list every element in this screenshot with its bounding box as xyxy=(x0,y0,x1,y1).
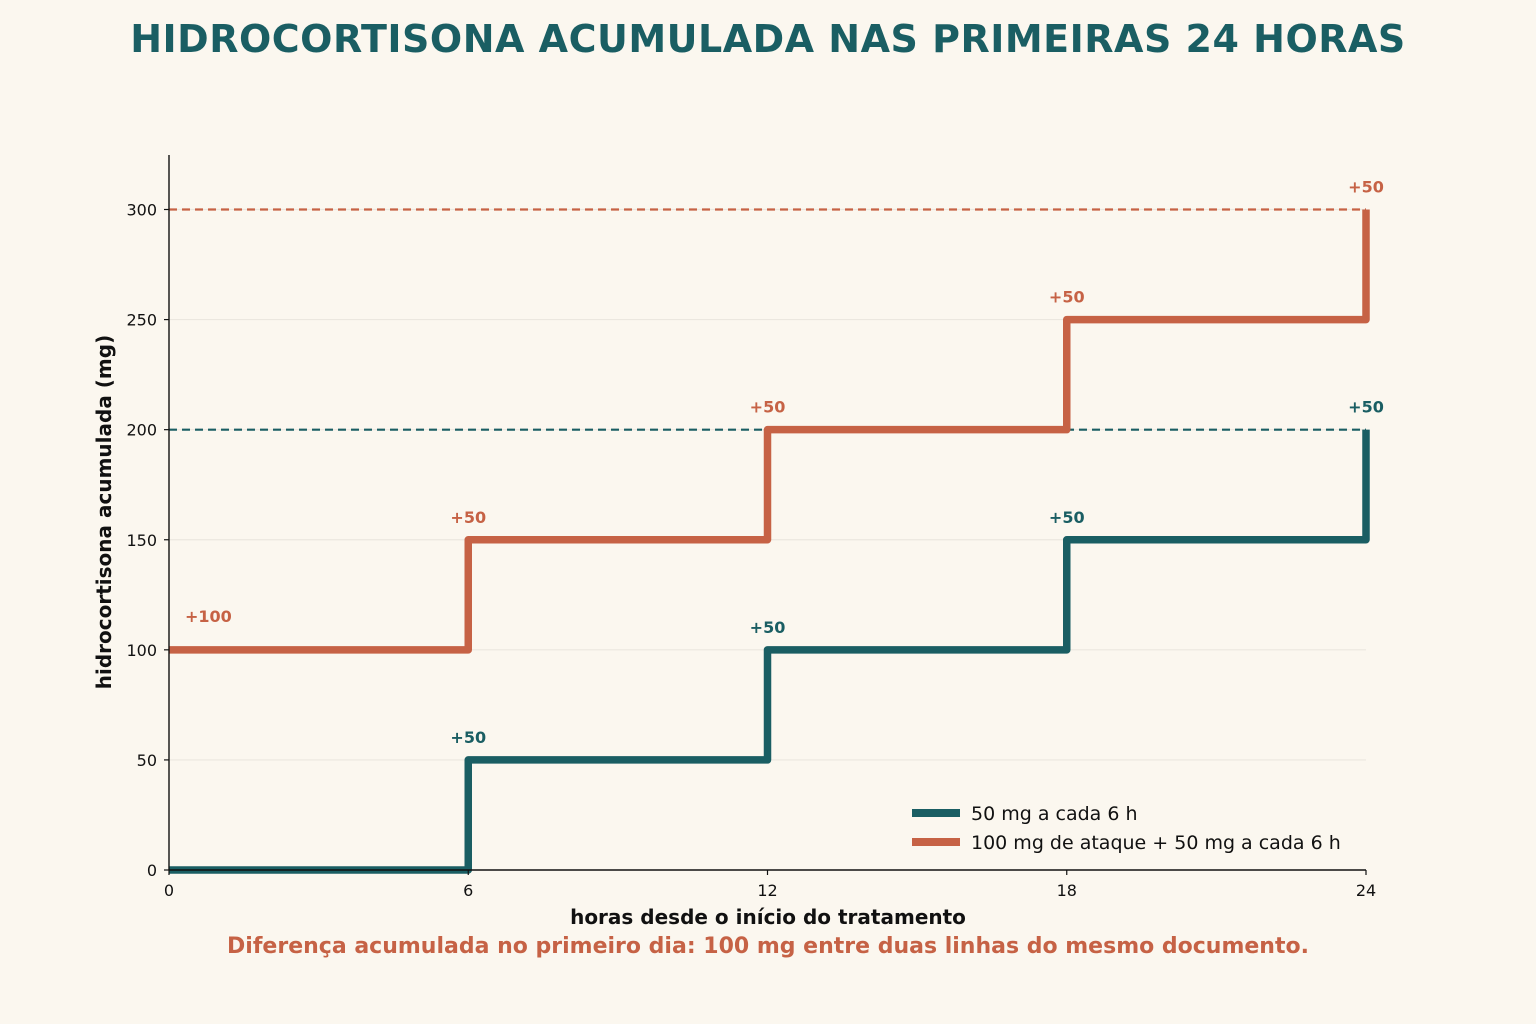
y-tick-label: 250 xyxy=(126,311,157,330)
dose-annotation: +50 xyxy=(1348,178,1384,197)
y-tick-label: 0 xyxy=(147,861,157,880)
series-layer xyxy=(169,209,1370,874)
step-line-series-2 xyxy=(169,209,1370,654)
dose-annotation: +50 xyxy=(750,618,786,637)
dose-annotation: +50 xyxy=(1049,508,1085,527)
x-axis-label: horas desde o início do tratamento xyxy=(570,905,966,929)
y-tick-label: 200 xyxy=(126,421,157,440)
x-tick-label: 18 xyxy=(1057,881,1077,900)
legend: 50 mg a cada 6 h 100 mg de ataque + 50 mg… xyxy=(912,803,1341,854)
y-tick-label: 100 xyxy=(126,641,157,660)
dose-annotation: +50 xyxy=(450,508,486,527)
legend-label-1: 50 mg a cada 6 h xyxy=(971,803,1138,825)
dose-annotation: +50 xyxy=(750,398,786,417)
footnote: Diferença acumulada no primeiro dia: 100… xyxy=(227,934,1309,959)
dose-annotation: +50 xyxy=(450,728,486,747)
chart-title: HIDROCORTISONA ACUMULADA NAS PRIMEIRAS 2… xyxy=(130,17,1406,61)
x-tick-label: 6 xyxy=(463,881,473,900)
y-axis-label: hidrocortisona acumulada (mg) xyxy=(92,335,116,689)
y-tick-label: 300 xyxy=(126,201,157,220)
y-tick-label: 50 xyxy=(137,751,157,770)
dose-annotation: +50 xyxy=(1049,288,1085,307)
y-tick-label: 150 xyxy=(126,531,157,550)
legend-label-2: 100 mg de ataque + 50 mg a cada 6 h xyxy=(971,832,1341,854)
x-tick-label: 24 xyxy=(1356,881,1376,900)
tick-labels: 0 50 100 150 200 250 300 0 6 12 18 24 xyxy=(126,201,1376,901)
x-tick-label: 0 xyxy=(164,881,174,900)
step-line-series-1 xyxy=(169,429,1370,874)
dose-annotation: +100 xyxy=(185,607,232,626)
x-tick-label: 12 xyxy=(757,881,777,900)
annotations: +50 +50 +50 +50 +100 +50 +50 +50 +50 xyxy=(185,178,1384,747)
axes xyxy=(164,155,1367,875)
dose-annotation: +50 xyxy=(1348,398,1384,417)
